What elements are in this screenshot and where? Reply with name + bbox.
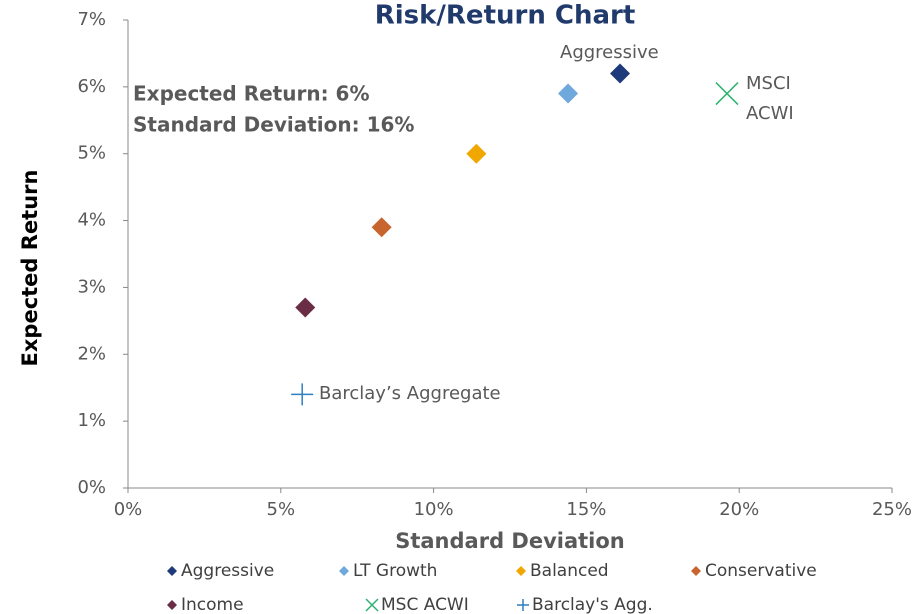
x-axis-title: Standard Deviation (395, 529, 625, 553)
y-tick-label: 2% (77, 343, 106, 364)
legend-marker (339, 566, 349, 576)
annotation: ACWI (746, 103, 794, 124)
legend-marker (516, 566, 526, 576)
x-tick-label: 10% (414, 499, 454, 520)
legend-marker (517, 599, 529, 611)
y-axis-title: Expected Return (18, 170, 42, 367)
point (715, 82, 739, 106)
legend-marker (691, 566, 701, 576)
x-tick-label: 5% (267, 499, 296, 520)
legend-label: Aggressive (181, 561, 274, 581)
legend-marker (365, 598, 379, 612)
legend-label: MSC ACWI (381, 595, 469, 614)
y-tick-label: 1% (77, 410, 106, 431)
legend-label: LT Growth (353, 561, 437, 581)
annotation: MSCI (746, 73, 791, 94)
x-tick-label: 0% (114, 499, 143, 520)
legend-marker (167, 600, 177, 610)
point (466, 143, 487, 164)
annotation: Expected Return: 6% (133, 82, 369, 106)
point (558, 83, 579, 104)
y-tick-label: 6% (77, 76, 106, 97)
x-tick-label: 20% (719, 499, 759, 520)
legend-label: Income (181, 595, 244, 614)
point (291, 383, 314, 406)
chart-title: Risk/Return Chart (375, 1, 636, 31)
legend-label: Barclay's Agg. (532, 595, 653, 614)
point (610, 63, 631, 84)
legend-marker (167, 566, 177, 576)
annotation: Standard Deviation: 16% (133, 113, 414, 137)
y-tick-label: 7% (77, 9, 106, 30)
y-tick-label: 0% (77, 477, 106, 498)
annotation: Barclay’s Aggregate (319, 383, 501, 404)
legend-label: Balanced (530, 561, 609, 581)
legend-label: Conservative (705, 561, 817, 581)
point (295, 297, 316, 318)
point (371, 217, 392, 238)
x-tick-label: 15% (566, 499, 606, 520)
x-tick-label: 25% (872, 499, 912, 520)
y-tick-label: 4% (77, 210, 106, 231)
y-tick-label: 5% (77, 143, 106, 164)
y-tick-label: 3% (77, 276, 106, 297)
annotation: Aggressive (560, 42, 659, 63)
